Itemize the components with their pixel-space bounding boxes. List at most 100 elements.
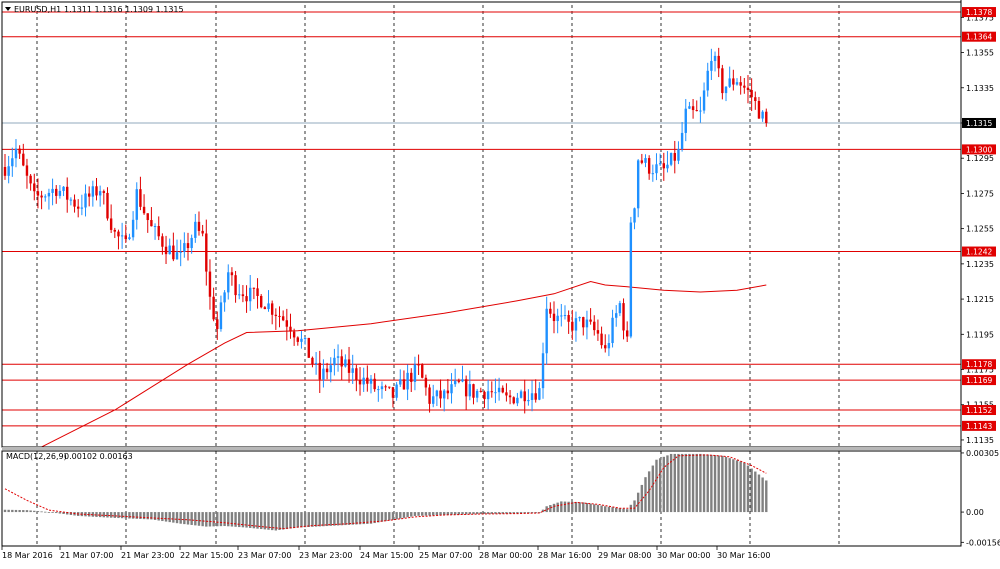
candle-body: [285, 320, 289, 327]
candle: [750, 78, 753, 112]
macd-histogram-bar: [311, 512, 314, 527]
macd-histogram-bar: [102, 512, 106, 518]
candle: [194, 213, 197, 243]
candle: [483, 390, 486, 408]
price-level-badge: 1.1378: [962, 7, 996, 17]
candle-body: [153, 225, 157, 227]
macd-histogram-bar: [443, 512, 446, 515]
macd-histogram-bar: [14, 509, 18, 513]
macd-histogram-bar: [347, 512, 351, 525]
candle: [128, 233, 131, 241]
candle: [285, 308, 289, 341]
macd-histogram-bar: [355, 512, 358, 525]
chart-header: EURUSD,H1 1.1311 1.1316 1.1309 1.1315 MA…: [5, 5, 184, 461]
candle-body: [461, 379, 464, 382]
candle-body: [636, 160, 640, 209]
candle: [340, 349, 343, 380]
candle-body: [14, 148, 18, 159]
y-tick-label: 1.1335: [966, 84, 994, 93]
candle: [545, 296, 548, 365]
price-level-badge-text: 1.1143: [966, 422, 992, 431]
macd-histogram-bar: [223, 512, 226, 527]
macd-histogram-bar: [706, 454, 709, 513]
candle-body: [388, 386, 391, 388]
candle-body: [77, 206, 80, 209]
candle: [658, 153, 662, 166]
macd-histogram-bar: [677, 453, 680, 513]
panel-separator[interactable]: [2, 447, 961, 450]
candle: [732, 69, 735, 91]
macd-histogram-bar: [197, 512, 201, 526]
candle: [245, 285, 248, 313]
chart-menu-triangle-icon[interactable]: [5, 7, 11, 11]
candle: [303, 336, 307, 345]
macd-histogram-bar: [439, 512, 442, 516]
candle-body: [571, 321, 574, 331]
candle-body: [120, 235, 124, 237]
macd-histogram-bar: [417, 512, 420, 516]
macd-histogram-bar: [497, 512, 501, 514]
candle: [336, 344, 340, 372]
candle: [18, 145, 21, 159]
macd-histogram-bar: [44, 511, 47, 513]
candle-body: [135, 189, 138, 220]
macd-histogram-bar: [322, 512, 325, 527]
candle: [680, 122, 684, 152]
macd-histogram-bar: [230, 512, 234, 527]
candle: [223, 290, 226, 312]
macd-histogram-bar: [593, 504, 596, 513]
candle: [453, 368, 457, 387]
macd-histogram-bar: [651, 465, 655, 513]
candle: [333, 348, 336, 376]
macd-histogram-bar: [109, 512, 113, 518]
macd-histogram-bar: [739, 461, 742, 513]
candle-body: [362, 377, 365, 385]
macd-histogram-bar: [578, 502, 581, 513]
macd-histogram-bar: [168, 512, 171, 523]
macd-histogram-bar: [567, 501, 570, 513]
candle-body: [728, 78, 731, 87]
candle: [615, 305, 618, 327]
candle-body: [333, 357, 336, 366]
candle: [69, 197, 73, 206]
candle: [728, 66, 731, 88]
candle-body: [84, 193, 87, 208]
macd-histogram-bar: [527, 512, 530, 514]
candle-body: [186, 243, 190, 249]
price-level-badge-text: 1.1152: [966, 406, 992, 415]
candle-body: [391, 387, 395, 398]
candle-body: [556, 315, 559, 322]
candle: [391, 386, 395, 408]
macd-histogram-bar: [91, 512, 95, 517]
candle-body: [754, 97, 757, 101]
candle: [538, 382, 541, 401]
candle: [571, 309, 574, 340]
macd-histogram-bar: [172, 512, 175, 523]
candle: [274, 308, 278, 330]
price-level-badge-background: [962, 144, 996, 155]
macd-histogram-bar: [750, 468, 753, 513]
macd-histogram-bar: [161, 512, 164, 522]
candle: [300, 330, 303, 349]
candle: [44, 194, 47, 202]
macd-histogram-bar: [563, 501, 567, 513]
candle: [84, 184, 87, 217]
moving-average-line: [37, 280, 767, 450]
candle-body: [472, 384, 475, 398]
grid-lines: [36, 5, 840, 546]
candle-body: [380, 386, 384, 390]
candle-body: [131, 219, 135, 238]
macd-histogram-bar: [238, 512, 241, 528]
macd-histogram-bar: [150, 512, 153, 520]
candle-body: [743, 85, 746, 88]
macd-histogram-bar: [325, 512, 329, 527]
macd-histogram-bar: [36, 511, 40, 513]
candle: [227, 264, 230, 300]
candle-body: [109, 218, 113, 230]
macd-histogram-bar: [680, 453, 684, 513]
candle: [120, 222, 124, 249]
candle-body: [40, 195, 43, 198]
macd-histogram-bar: [717, 455, 720, 513]
